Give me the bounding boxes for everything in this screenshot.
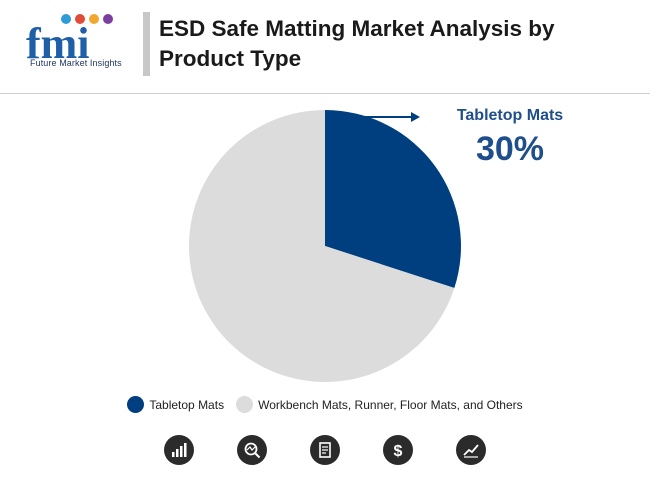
search-chart-icon <box>237 435 267 465</box>
line-chart-icon <box>456 435 486 465</box>
pie-chart <box>189 110 461 382</box>
legend-label-tabletop: Tabletop Mats <box>149 397 225 412</box>
svg-text:fmi: fmi <box>26 19 90 68</box>
legend-swatch-others <box>236 396 254 413</box>
pie-slice-1 <box>189 110 455 382</box>
callout-label: Tabletop Mats <box>456 107 564 124</box>
legend-item-tabletop: Tabletop Mats <box>127 396 224 413</box>
header: fmi Future Market Insights ESD Safe Matt… <box>0 0 650 92</box>
header-divider <box>0 93 650 94</box>
legend: Tabletop Mats Workbench Mats, Runner, Fl… <box>0 396 650 413</box>
bar-chart-icon <box>164 435 194 465</box>
report-icon <box>310 435 340 465</box>
legend-label-others: Workbench Mats, Runner, Floor Mats, and … <box>258 397 523 412</box>
title-accent-bar <box>143 12 150 76</box>
logo-text: Future Market Insights <box>30 58 122 68</box>
svg-text:$: $ <box>394 443 403 459</box>
legend-swatch-tabletop <box>127 396 145 413</box>
fmi-logo: fmi <box>26 14 113 68</box>
pie-slice-0 <box>325 110 461 289</box>
legend-item-others: Workbench Mats, Runner, Floor Mats, and … <box>236 396 523 413</box>
page-title: ESD Safe Matting Market Analysis by Prod… <box>159 16 555 71</box>
footer-icons: $ <box>0 435 650 465</box>
callout-arrow-head <box>411 112 420 122</box>
callout-value: 30% <box>475 130 545 168</box>
dollar-icon: $ <box>383 435 413 465</box>
